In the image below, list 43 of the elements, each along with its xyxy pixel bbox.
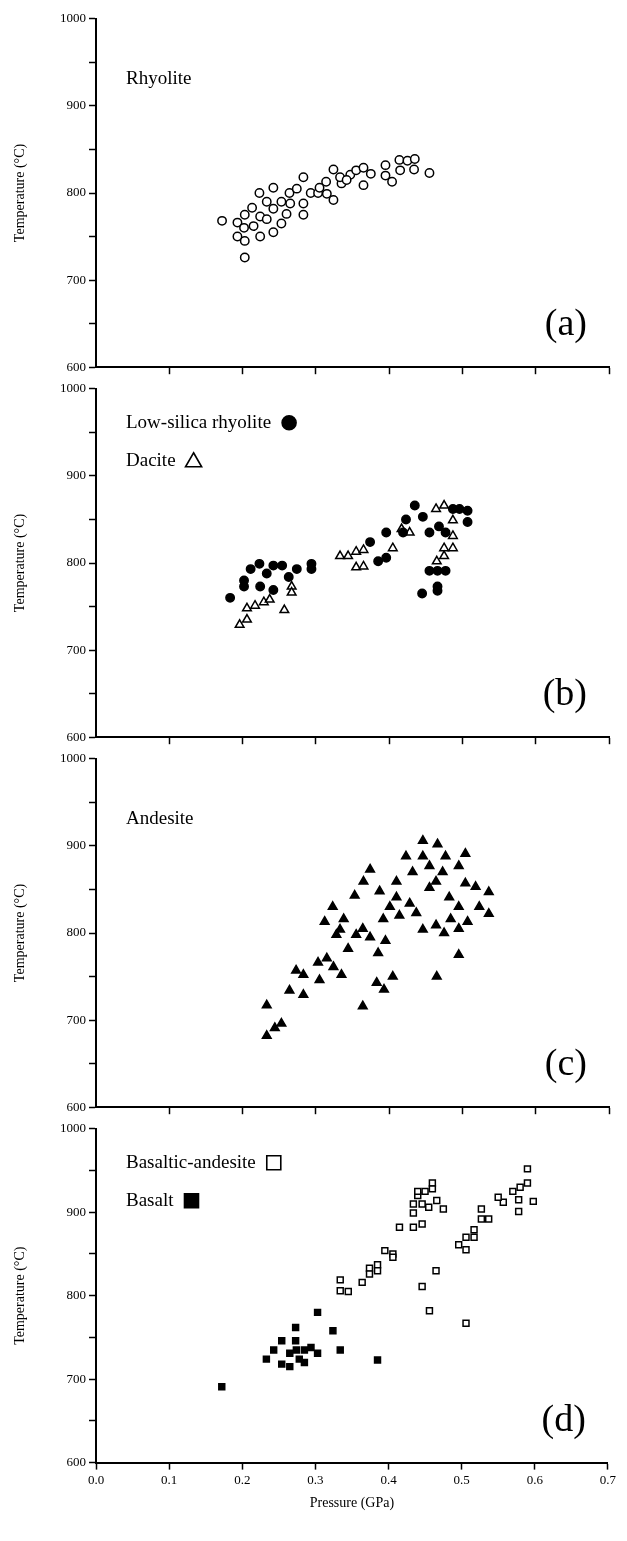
annotation: (c)	[544, 1041, 587, 1085]
y-tick-label: 600	[66, 1454, 86, 1470]
y-tick-label: 1000	[60, 1120, 86, 1136]
y-axis-title: Temperature (°C)	[12, 143, 29, 243]
y-tick-label: 800	[66, 1287, 86, 1303]
y-axis-title: Temperature (°C)	[12, 1246, 29, 1345]
x-tick-label: 0.3	[307, 1471, 324, 1487]
y-tick-label: 1000	[60, 10, 86, 26]
x-tick-label: 0.6	[526, 1471, 544, 1487]
annotation: Rhyolite	[126, 66, 192, 88]
y-tick-label: 700	[66, 271, 86, 287]
x-tick-label: 0.5	[453, 1471, 470, 1487]
x-axis-title: Pressure (GPa)	[309, 1495, 395, 1512]
annotation: (a)	[544, 301, 587, 345]
y-tick-label: 700	[66, 641, 86, 657]
y-tick-label: 600	[66, 1098, 86, 1114]
legend-label: Dacite	[126, 448, 176, 470]
y-tick-label: 800	[66, 924, 86, 940]
x-tick-label: 0.4	[380, 1471, 398, 1487]
y-axis-title: Temperature (°C)	[12, 883, 29, 983]
annotation: Andesite	[126, 806, 194, 828]
y-tick-label: 800	[66, 184, 86, 200]
y-tick-label: 800	[66, 554, 86, 570]
x-tick-label: 0.0	[87, 1471, 105, 1487]
y-tick-label: 900	[66, 97, 86, 113]
annotation: (d)	[541, 1396, 586, 1440]
y-tick-label: 1000	[60, 750, 86, 766]
y-tick-label: 700	[66, 1011, 86, 1027]
x-tick-label: 0.7	[599, 1471, 617, 1487]
legend-label: Basalt	[126, 1188, 175, 1210]
y-tick-label: 600	[66, 728, 86, 744]
legend-label: Basaltic-andesite	[126, 1150, 256, 1172]
y-axis-title: Temperature (°C)	[12, 513, 29, 613]
y-tick-label: 900	[66, 1203, 86, 1219]
x-tick-label: 0.1	[161, 1471, 178, 1487]
y-tick-label: 1000	[60, 380, 86, 396]
y-tick-label: 700	[66, 1370, 86, 1386]
x-tick-label: 0.2	[234, 1471, 251, 1487]
legend-label: Low-silica rhyolite	[126, 410, 272, 432]
y-tick-label: 900	[66, 467, 86, 483]
y-tick-label: 900	[66, 837, 86, 853]
y-tick-label: 600	[66, 358, 86, 374]
annotation: (b)	[542, 671, 587, 715]
